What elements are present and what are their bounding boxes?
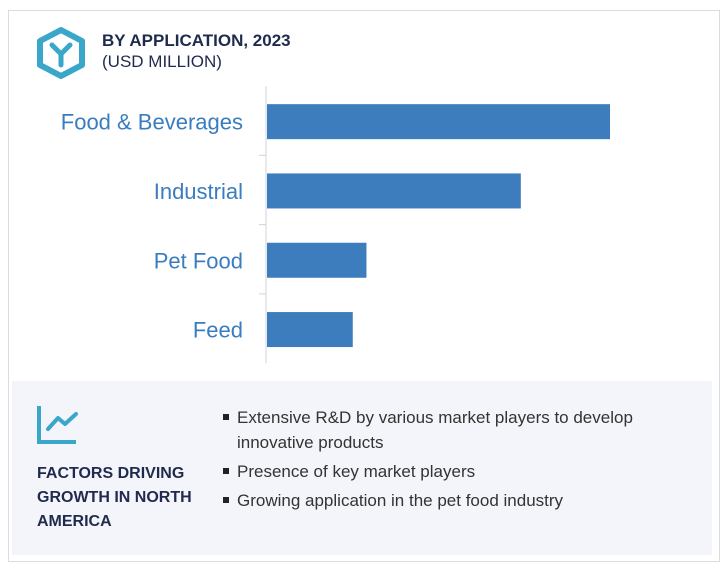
bar [267,242,367,278]
bar-chart: Food & Beverages Industrial Pet Food Feed [61,86,610,364]
category-label: Industrial [154,179,243,204]
line-chart-icon [37,406,78,444]
chart-subtitle: (USD MILLION) [102,52,222,71]
hexagon-y-logo-icon [37,27,85,79]
category-label: Pet Food [154,248,243,273]
category-label: Feed [193,318,243,343]
factor-item: Presence of key market players [222,459,702,484]
factors-panel [12,381,712,555]
factors-list: Extensive R&D by various market players … [222,405,702,517]
bar [267,173,521,209]
category-label: Food & Beverages [61,110,243,135]
bar [267,312,353,348]
factors-heading: FACTORS DRIVING GROWTH IN NORTH AMERICA [37,465,192,530]
chart-title: BY APPLICATION, 2023 [102,31,291,50]
factor-item: Extensive R&D by various market players … [222,405,702,455]
factor-item: Growing application in the pet food indu… [222,488,702,513]
bar [267,104,610,140]
